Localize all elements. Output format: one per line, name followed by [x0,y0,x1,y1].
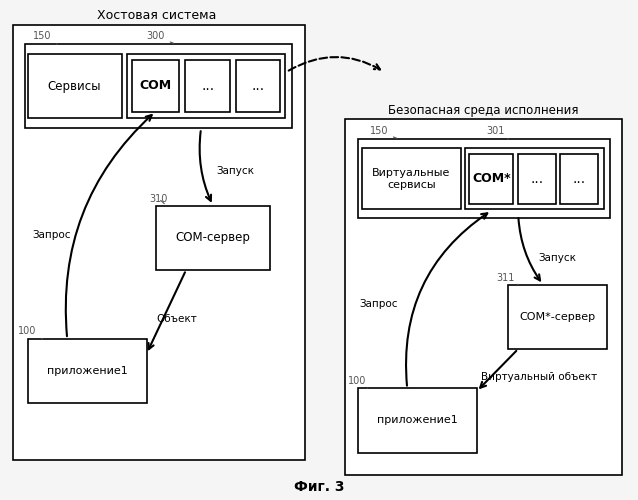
Bar [25,44,292,128]
Text: ...: ... [572,172,585,186]
Text: Запрос: Запрос [33,230,71,240]
Bar [235,60,280,112]
Text: приложение1: приложение1 [47,366,128,376]
Text: Объект: Объект [156,314,197,324]
Bar [185,60,230,112]
Bar [469,154,514,204]
Text: 300: 300 [147,32,174,44]
Bar [362,148,461,210]
Text: Сервисы: Сервисы [47,80,101,94]
Text: Хостовая система: Хостовая система [97,9,216,22]
Bar [560,154,598,204]
Text: 311: 311 [496,272,518,284]
Text: приложение1: приложение1 [377,415,457,425]
Bar [508,284,607,349]
Text: Виртуальный объект: Виртуальный объект [480,372,597,382]
Text: ...: ... [531,172,544,186]
Bar [27,54,122,118]
Bar [358,388,477,452]
Bar [127,54,285,118]
Bar [345,120,622,476]
Text: 150: 150 [369,126,397,138]
Text: 150: 150 [33,32,57,44]
Text: COM: COM [139,80,172,92]
Bar [131,60,179,112]
Text: 100: 100 [18,326,43,339]
Text: Запуск: Запуск [538,253,576,263]
Text: 301: 301 [487,126,508,139]
Text: 100: 100 [348,376,367,388]
Text: COM*: COM* [472,172,511,186]
Text: Безопасная среда исполнения: Безопасная среда исполнения [389,104,579,117]
Text: ...: ... [202,79,214,93]
Text: COM-сервер: COM-сервер [175,230,250,243]
Text: Запуск: Запуск [216,166,254,176]
Text: ...: ... [252,79,265,93]
Text: Фиг. 3: Фиг. 3 [293,480,345,494]
Text: 310: 310 [149,194,168,203]
Bar [358,139,611,218]
Text: Запрос: Запрос [360,300,398,310]
Bar [27,339,147,404]
Bar [518,154,556,204]
Bar [156,206,271,270]
Text: COM*-сервер: COM*-сервер [520,312,596,322]
Text: Виртуальные
сервисы: Виртуальные сервисы [372,168,450,190]
Bar [13,24,305,460]
Bar [464,148,604,210]
